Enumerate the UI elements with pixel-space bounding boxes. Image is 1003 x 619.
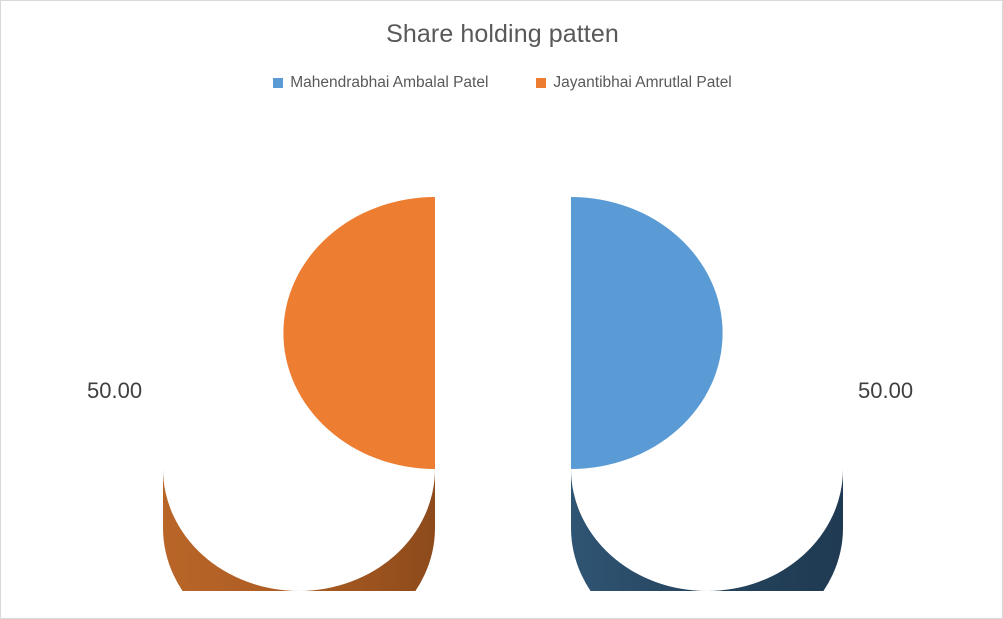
legend-swatch-orange-icon — [536, 77, 547, 88]
chart-title: Share holding patten — [386, 20, 619, 48]
pie-slice-mahendrabhai-side — [571, 469, 843, 591]
pie-slice-mahendrabhai-top — [571, 197, 723, 469]
pie-slice-jayantibhai[interactable] — [163, 197, 435, 591]
pie-chart-svg — [163, 197, 843, 591]
pie-plot-area — [1, 151, 1002, 591]
legend-label-jayantibhai: Jayantibhai Amrutlal Patel — [553, 74, 732, 91]
legend-item-mahendrabhai[interactable]: Mahendrabhai Ambalal Patel — [273, 75, 488, 91]
legend-swatch-blue-icon — [273, 77, 284, 88]
legend-item-jayantibhai[interactable]: Jayantibhai Amrutlal Patel — [536, 74, 732, 91]
legend-label-mahendrabhai: Mahendrabhai Ambalal Patel — [290, 74, 489, 91]
pie-slice-jayantibhai-side — [163, 469, 435, 591]
data-label-mahendrabhai: 50.00 — [858, 378, 914, 403]
chart-legend: Mahendrabhai Ambalal Patel Jayantibhai A… — [1, 74, 1002, 91]
pie-slice-jayantibhai-top — [283, 197, 435, 469]
pie-slice-mahendrabhai[interactable] — [571, 197, 843, 591]
data-label-jayantibhai: 50.00 — [87, 378, 143, 403]
